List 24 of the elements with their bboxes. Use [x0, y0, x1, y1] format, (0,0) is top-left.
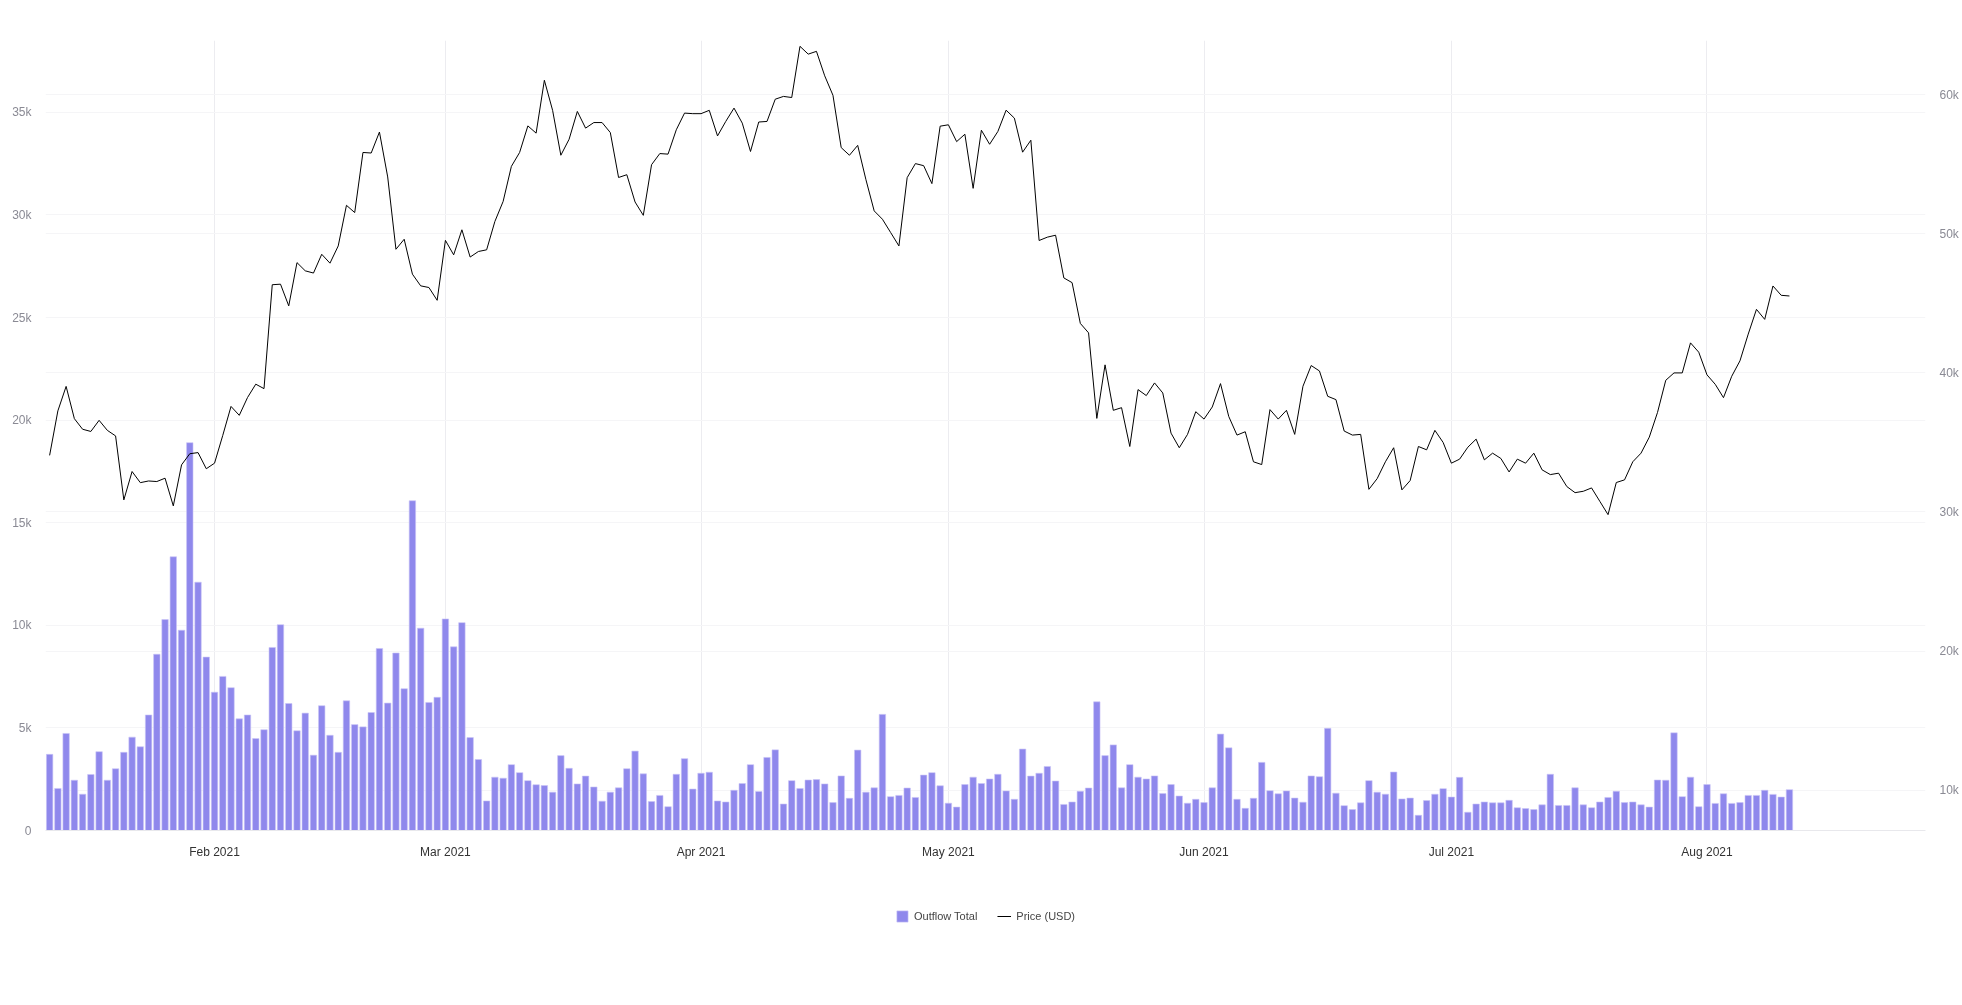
y-tick-label: 15k	[12, 515, 33, 530]
x-tick-label: Jul 2021	[1428, 844, 1475, 859]
y-tick-label: 25k	[12, 310, 33, 325]
y-tick-label: 20k	[12, 413, 33, 428]
legend-label: Outflow Total	[913, 910, 978, 922]
x-tick-label: Aug 2021	[1681, 844, 1734, 859]
y2-tick-label: 30k	[1939, 505, 1960, 519]
y-tick-label: 0	[24, 823, 32, 838]
x-tick-label: Apr 2021	[676, 844, 726, 859]
y2-tick-label: 20k	[1939, 644, 1960, 659]
y2-tick-label: 10k	[1939, 783, 1960, 798]
y-tick-label: 10k	[12, 618, 33, 633]
x-tick-label: Jun 2021	[1179, 844, 1230, 859]
y2-tick-label: 40k	[1939, 365, 1960, 380]
legend-label: Price (USD)	[1016, 910, 1076, 922]
y2-tick-label: 60k	[1939, 87, 1960, 102]
x-tick-label: Feb 2021	[189, 844, 241, 859]
y-tick-label: 30k	[12, 207, 33, 222]
line-series	[49, 45, 1790, 516]
y-tick-label: 35k	[12, 105, 33, 120]
y-tick-label: 5k	[18, 720, 33, 735]
x-tick-label: May 2021	[922, 844, 976, 859]
x-tick-label: Mar 2021	[420, 844, 472, 859]
y2-tick-label: 50k	[1939, 226, 1960, 241]
